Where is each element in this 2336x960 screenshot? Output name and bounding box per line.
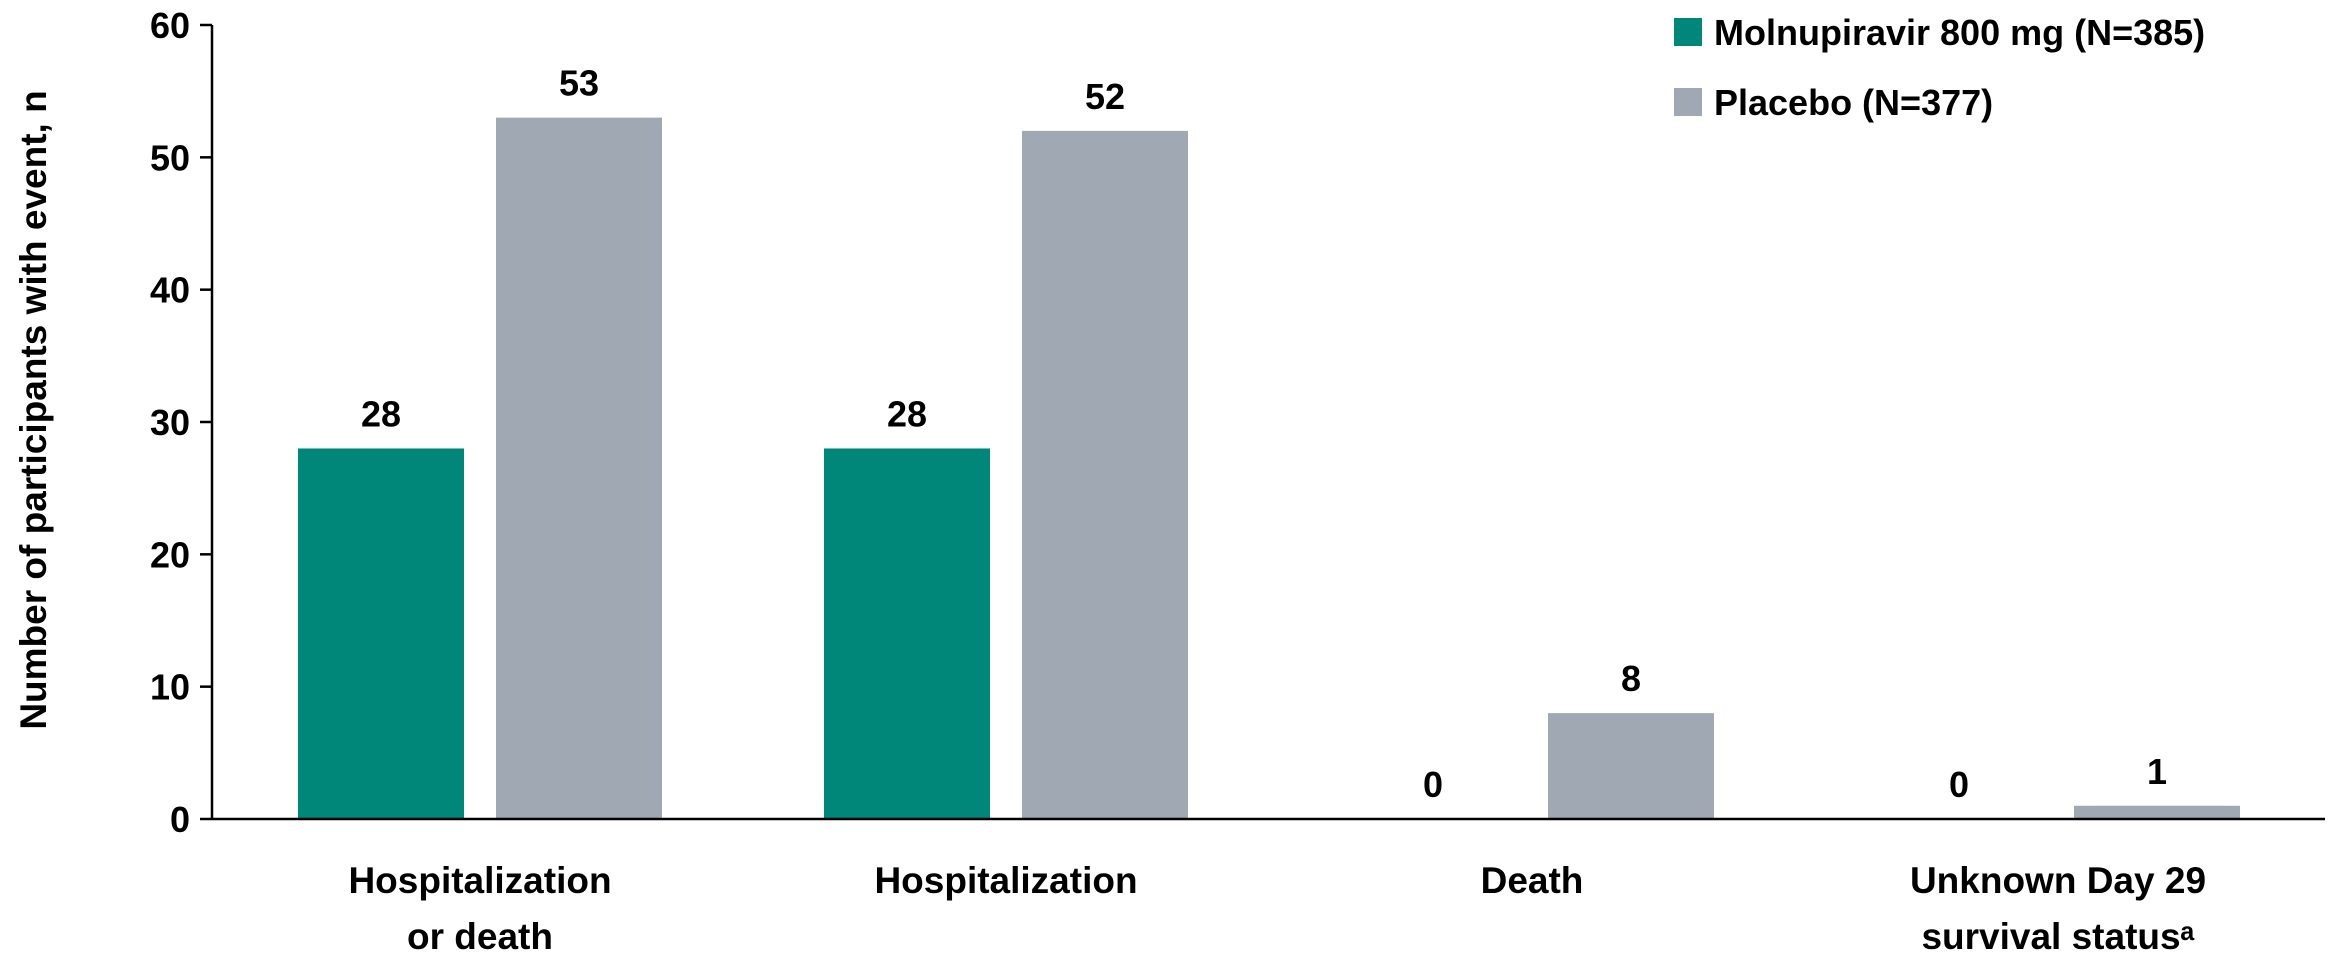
y-tick-label: 60 bbox=[150, 5, 190, 46]
data-label: 28 bbox=[361, 393, 401, 434]
value-labels: 28 28 0 0 53 52 8 1 bbox=[361, 63, 2167, 805]
bar-placebo bbox=[2074, 805, 2240, 819]
y-tick-label: 40 bbox=[150, 270, 190, 311]
y-tick-label: 10 bbox=[150, 667, 190, 708]
category-label: Death bbox=[1481, 860, 1584, 901]
bars bbox=[298, 117, 2240, 820]
y-tick-label: 0 bbox=[170, 799, 190, 840]
data-label: 1 bbox=[2147, 751, 2167, 792]
data-label: 28 bbox=[887, 393, 927, 434]
bar-molnupiravir bbox=[824, 448, 990, 819]
legend-swatch bbox=[1674, 18, 1702, 46]
data-label: 0 bbox=[1423, 764, 1443, 805]
bar-placebo bbox=[496, 117, 662, 820]
legend-swatch bbox=[1674, 88, 1702, 116]
category-label: Unknown Day 29 bbox=[1910, 860, 2206, 901]
legend: Molnupiravir 800 mg (N=385) Placebo (N=37… bbox=[1674, 12, 2205, 123]
y-tick-label: 50 bbox=[150, 137, 190, 178]
legend-entry: Placebo (N=377) bbox=[1714, 82, 1993, 123]
y-axis-label: Number of participants with event, n bbox=[13, 90, 54, 729]
y-tick-label: 30 bbox=[150, 402, 190, 443]
data-label: 8 bbox=[1621, 658, 1641, 699]
data-label: 53 bbox=[559, 63, 599, 104]
category-label: Hospitalization bbox=[348, 860, 611, 901]
x-axis: Hospitalization or death Hospitalization De… bbox=[212, 817, 2325, 957]
data-label: 0 bbox=[1949, 764, 1969, 805]
y-tick-label: 20 bbox=[150, 534, 190, 575]
bar-placebo bbox=[1022, 130, 1188, 819]
category-label: survival statusᵃ bbox=[1921, 916, 2194, 957]
bar-placebo bbox=[1548, 713, 1714, 819]
y-axis: 0 10 20 30 40 50 60 bbox=[150, 5, 214, 840]
category-label: or death bbox=[407, 916, 553, 957]
legend-entry: Molnupiravir 800 mg (N=385) bbox=[1714, 12, 2205, 53]
bar-molnupiravir bbox=[298, 448, 464, 819]
category-label: Hospitalization bbox=[874, 860, 1137, 901]
data-label: 52 bbox=[1085, 76, 1125, 117]
